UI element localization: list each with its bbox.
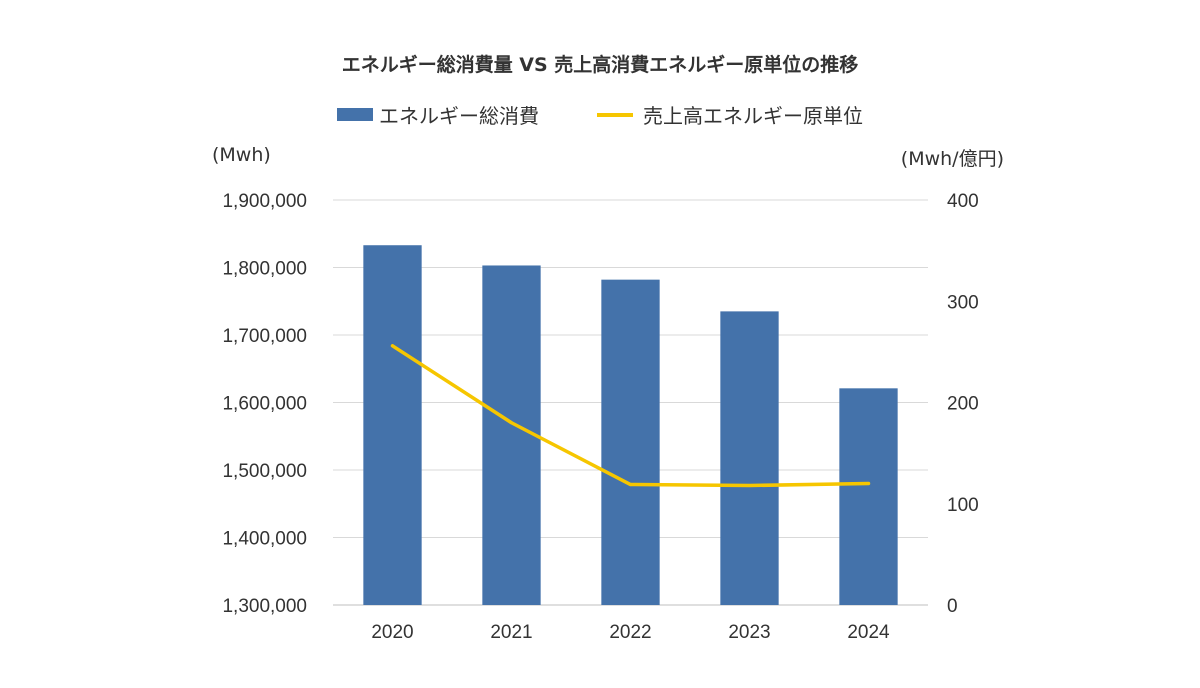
left-axis-tick-label: 1,900,000 [222, 191, 307, 212]
right-axis-tick-label: 0 [947, 596, 958, 617]
bar-energy-consumption [363, 245, 422, 605]
bar-energy-consumption [482, 265, 541, 605]
chart-title: エネルギー総消費量 VS 売上高消費エネルギー原単位の推移 [341, 54, 859, 76]
right-axis-tick-label: 100 [947, 495, 979, 516]
right-axis-unit-label: (Mwh/億円) [900, 148, 1004, 170]
bar-energy-consumption [601, 279, 660, 605]
x-axis-tick-label: 2024 [847, 622, 890, 643]
legend-swatch-bar [337, 108, 373, 121]
x-axis-tick-label: 2023 [728, 622, 770, 643]
left-axis-tick-label: 1,800,000 [222, 259, 307, 280]
line-point-energy-intensity [391, 344, 394, 348]
line-point-energy-intensity [629, 483, 632, 487]
right-axis-tick-label: 300 [947, 292, 979, 313]
left-axis-tick-label: 1,300,000 [222, 596, 307, 617]
left-axis-tick-label: 1,600,000 [222, 394, 307, 415]
legend-item-energy-consumption: エネルギー総消費 [337, 100, 539, 129]
left-axis-unit-label: (Mwh) [212, 144, 271, 166]
left-axis-tick-label: 1,400,000 [222, 529, 307, 550]
legend-label-energy-intensity: 売上高エネルギー原単位 [643, 104, 863, 128]
x-axis-tick-label: 2021 [490, 622, 532, 643]
left-axis-tick-label: 1,700,000 [222, 326, 307, 347]
legend-label-energy-consumption: エネルギー総消費 [379, 104, 539, 128]
left-axis-tick-label: 1,500,000 [222, 461, 307, 482]
chart-legend: エネルギー総消費 売上高エネルギー原単位 [0, 100, 1200, 129]
line-point-energy-intensity [867, 482, 870, 485]
line-point-energy-intensity [748, 484, 751, 488]
line-point-energy-intensity [510, 421, 513, 425]
bar-energy-consumption [839, 388, 898, 605]
legend-item-energy-intensity: 売上高エネルギー原単位 [597, 100, 863, 129]
right-axis-tick-label: 200 [947, 394, 979, 415]
x-axis-tick-label: 2020 [371, 622, 413, 643]
bar-energy-consumption [720, 311, 779, 605]
right-axis-tick-label: 400 [947, 191, 979, 212]
x-axis-tick-label: 2022 [609, 622, 651, 643]
legend-swatch-line [597, 112, 633, 117]
